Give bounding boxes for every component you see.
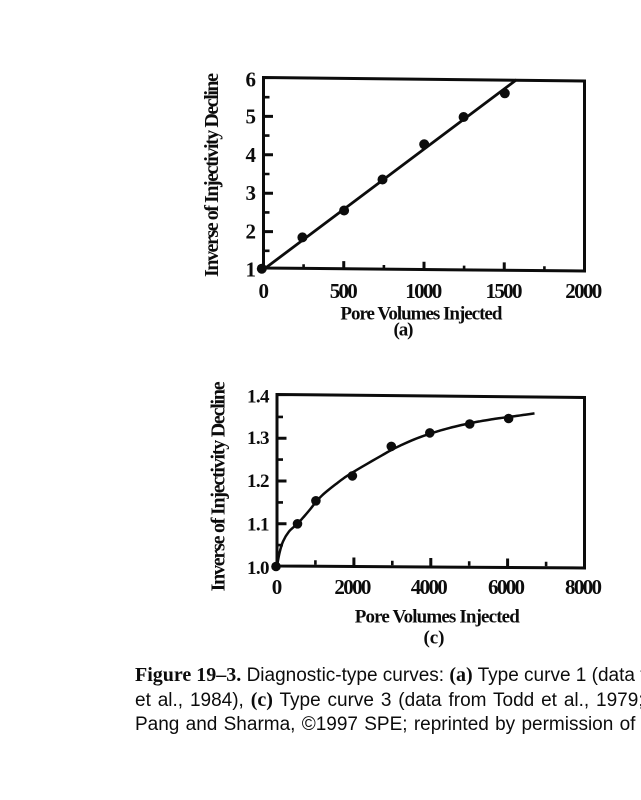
svg-text:6000: 6000: [488, 575, 525, 599]
svg-text:1.0: 1.0: [247, 558, 270, 579]
svg-text:1.3: 1.3: [247, 428, 270, 449]
svg-text:2: 2: [246, 220, 257, 244]
svg-text:4: 4: [246, 143, 257, 167]
svg-text:1500: 1500: [486, 279, 523, 303]
svg-text:0: 0: [272, 575, 283, 599]
svg-text:1000: 1000: [405, 279, 442, 303]
svg-text:4000: 4000: [411, 575, 448, 599]
svg-text:1.4: 1.4: [247, 387, 270, 408]
svg-text:1.2: 1.2: [247, 471, 270, 492]
svg-text:(c): (c): [424, 628, 445, 649]
svg-text:Inverse of Injectivity Decline: Inverse of Injectivity Decline: [201, 73, 223, 277]
svg-text:8000: 8000: [565, 575, 602, 599]
svg-text:Pore Volumes Injected: Pore Volumes Injected: [355, 607, 520, 628]
svg-text:5: 5: [246, 104, 257, 128]
svg-text:0: 0: [258, 279, 269, 303]
svg-text:(a): (a): [394, 320, 414, 341]
svg-text:500: 500: [330, 279, 358, 303]
svg-text:1.1: 1.1: [247, 515, 270, 536]
svg-text:1: 1: [246, 258, 257, 282]
svg-text:2000: 2000: [334, 575, 371, 599]
svg-text:2000: 2000: [565, 279, 602, 303]
svg-text:Pore Volumes Injected: Pore Volumes Injected: [340, 303, 502, 324]
svg-text:6: 6: [246, 68, 257, 92]
svg-text:Inverse of Injectivity Decline: Inverse of Injectivity Decline: [208, 381, 230, 591]
svg-text:3: 3: [246, 181, 257, 205]
